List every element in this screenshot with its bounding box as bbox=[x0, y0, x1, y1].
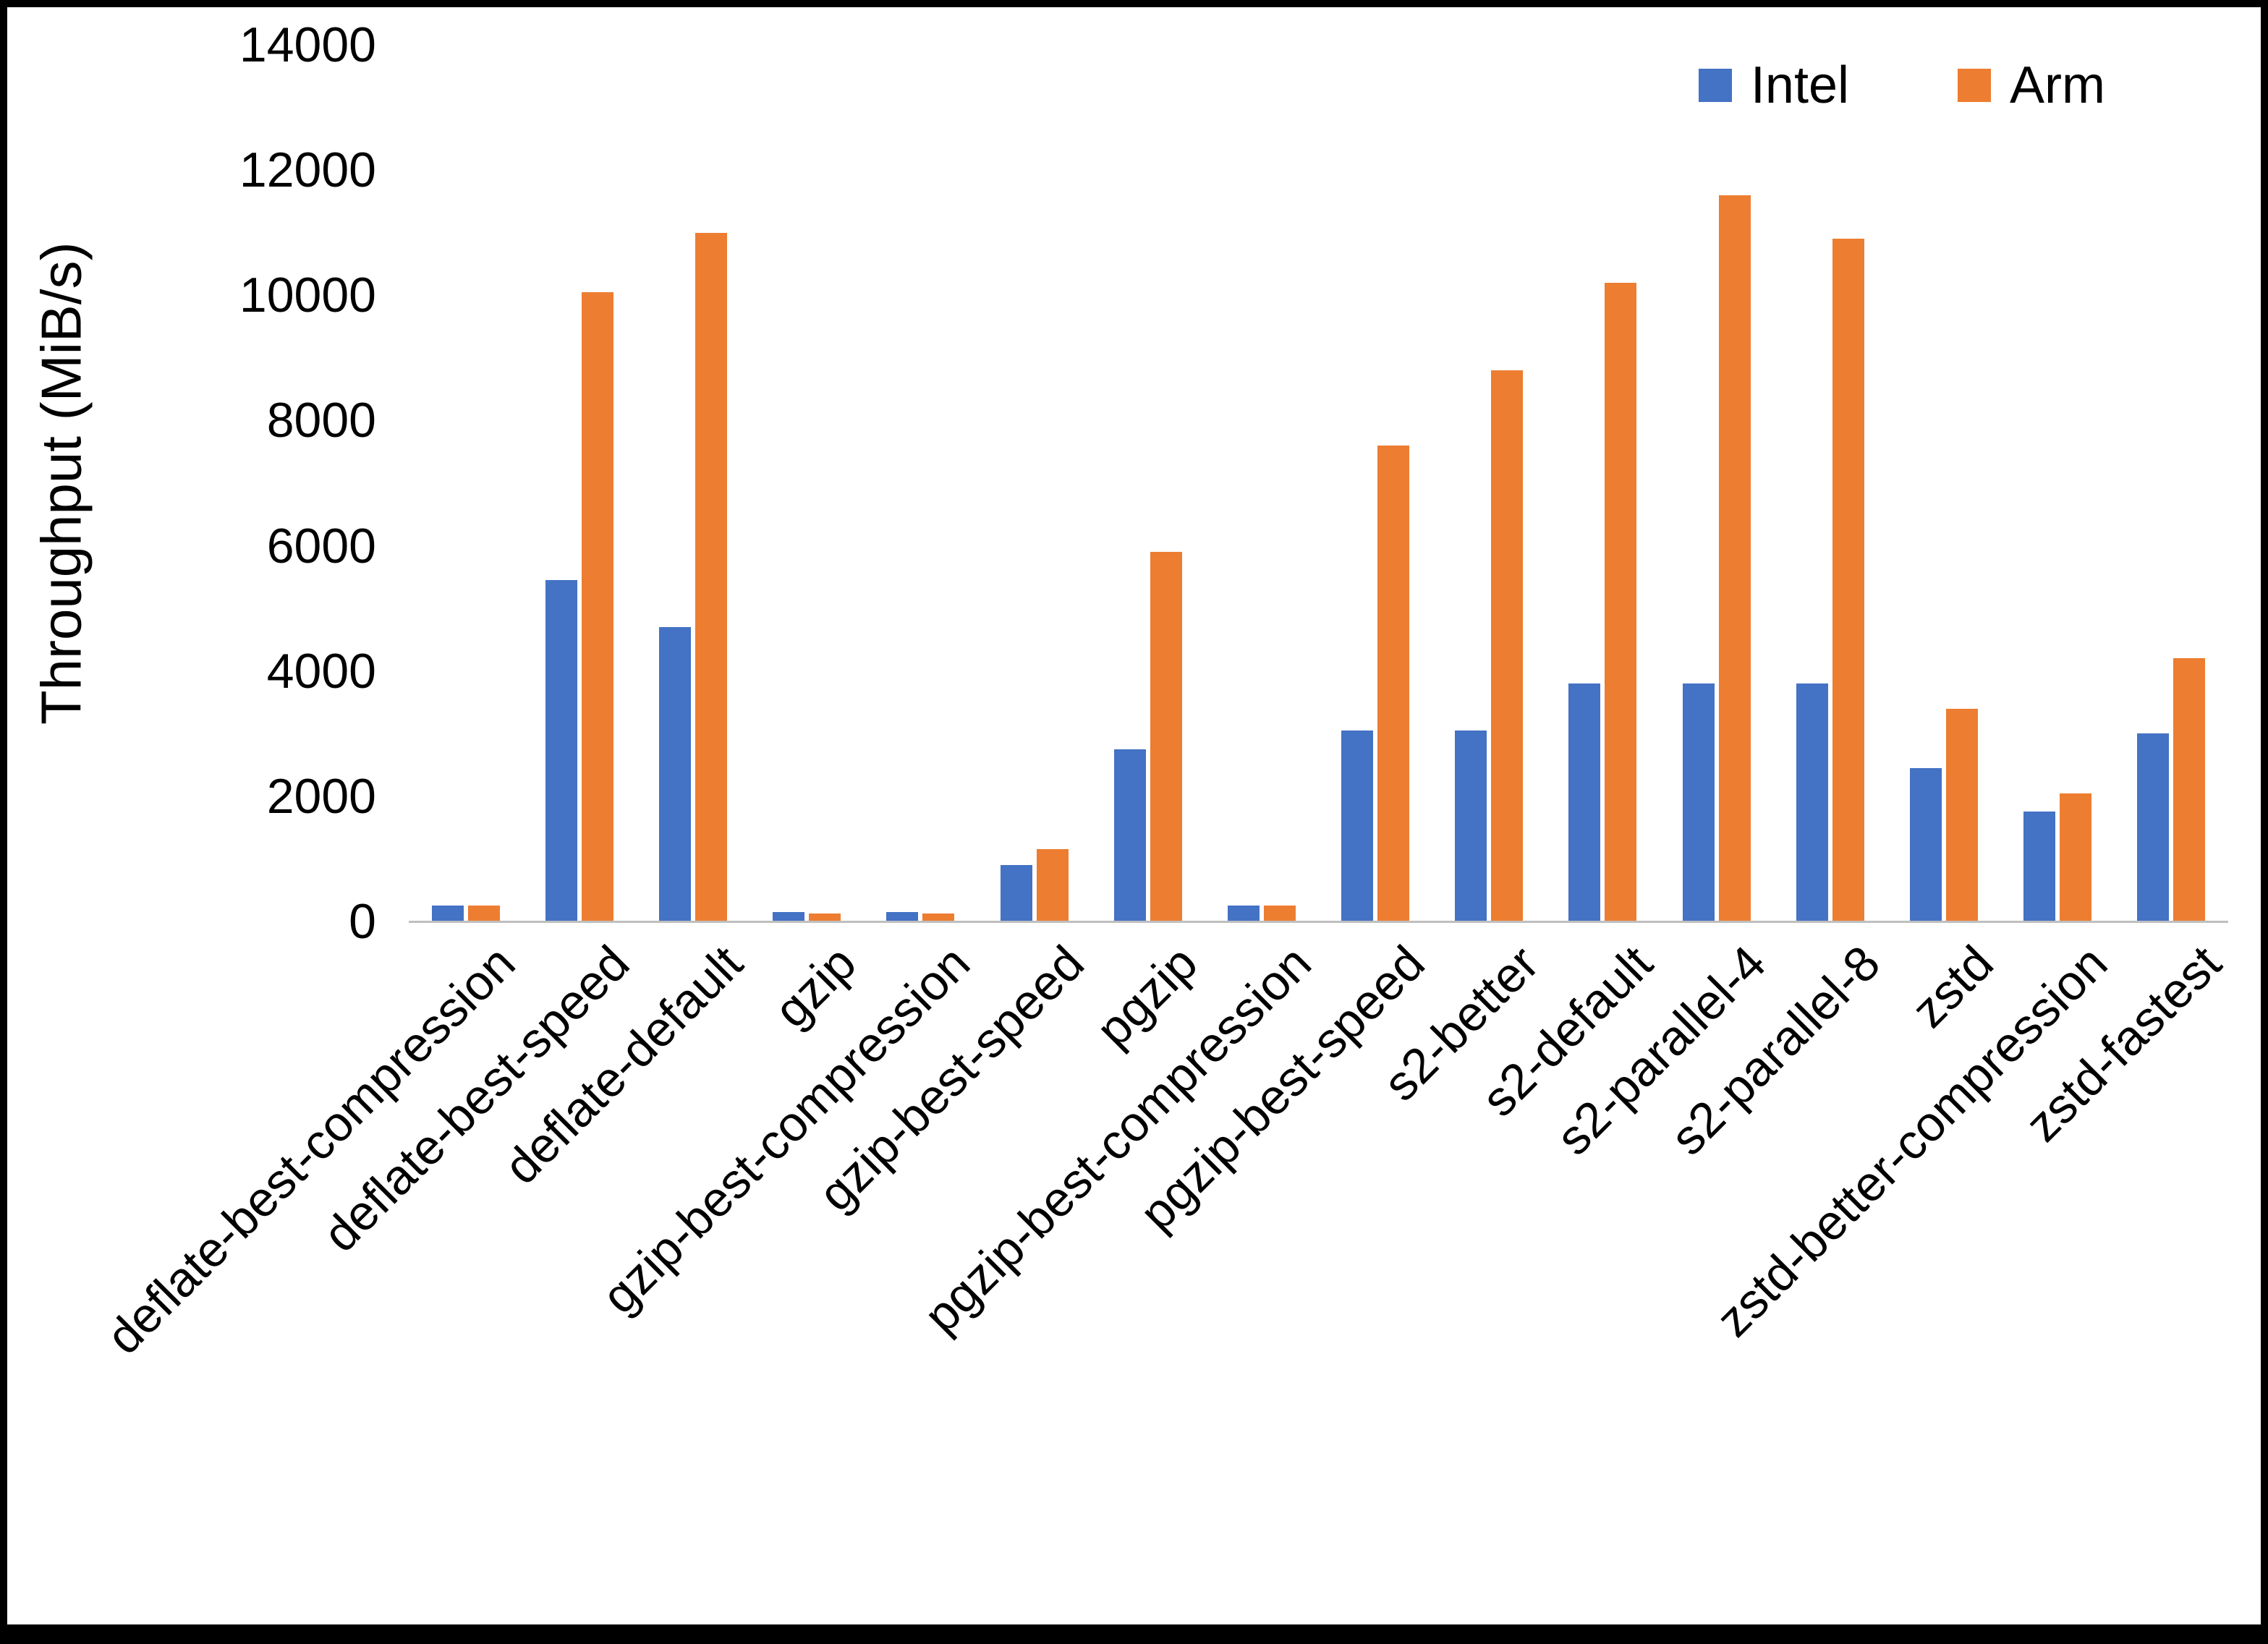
x-axis-line bbox=[409, 921, 2228, 923]
legend-label-arm: Arm bbox=[2010, 56, 2105, 114]
bar-group-zstd-better-compression bbox=[2001, 45, 2115, 921]
y-tick-label: 10000 bbox=[239, 268, 376, 323]
bar-arm-zstd bbox=[1946, 709, 1979, 921]
bar-intel-pgzip-best-speed bbox=[1341, 731, 1374, 921]
bar-intel-s2-parallel-8 bbox=[1796, 683, 1828, 921]
y-axis-tick-labels: 0 2000 4000 6000 8000 10000 12000 14000 bbox=[7, 20, 376, 946]
bar-group-gzip-best-compression bbox=[864, 45, 977, 921]
bar-group-s2-parallel-8 bbox=[1773, 45, 1887, 921]
bar-arm-s2-default bbox=[1605, 283, 1637, 921]
chart-frame: Throughput (MiB/s) 0 2000 4000 6000 8000 1000… bbox=[7, 7, 2261, 1624]
bar-group-gzip bbox=[750, 45, 864, 921]
y-tick-label: 2000 bbox=[266, 768, 376, 824]
bar-group-s2-parallel-4 bbox=[1660, 45, 1773, 921]
bar-group-s2-better bbox=[1432, 45, 1546, 921]
plot-area: Intel Arm bbox=[409, 45, 2228, 923]
bar-group-deflate-best-speed bbox=[522, 45, 636, 921]
legend-item-intel: Intel bbox=[1698, 56, 1850, 114]
bar-intel-s2-parallel-4 bbox=[1682, 683, 1715, 921]
bar-intel-zstd-better-compression bbox=[2023, 812, 2056, 921]
bar-arm-deflate-best-compression bbox=[467, 906, 500, 921]
bar-intel-deflate-best-compression bbox=[431, 906, 464, 921]
bar-intel-gzip-best-compression bbox=[886, 912, 919, 921]
bar-arm-pgzip-best-compression bbox=[1263, 906, 1296, 921]
x-axis-label-zstd: zstd bbox=[1901, 935, 2005, 1039]
legend: Intel Arm bbox=[1698, 56, 2105, 114]
bar-intel-zstd-fastest bbox=[2137, 733, 2170, 921]
bar-group-pgzip bbox=[1091, 45, 1205, 921]
bar-intel-zstd bbox=[1910, 768, 1942, 921]
y-tick-label: 12000 bbox=[239, 142, 376, 198]
bar-group-pgzip-best-speed bbox=[1319, 45, 1432, 921]
y-tick-label: 6000 bbox=[266, 518, 376, 574]
x-axis-labels: deflate-best-compression deflate-best-spe… bbox=[96, 935, 2231, 1616]
bar-arm-gzip-best-compression bbox=[922, 913, 955, 921]
bar-group-deflate-default bbox=[636, 45, 749, 921]
bar-arm-s2-better bbox=[1491, 370, 1524, 921]
bar-arm-s2-parallel-8 bbox=[1832, 239, 1864, 921]
bar-group-gzip-best-speed bbox=[977, 45, 1091, 921]
bar-intel-gzip-best-speed bbox=[1000, 865, 1032, 921]
bar-intel-s2-default bbox=[1568, 683, 1601, 921]
bar-intel-gzip bbox=[773, 912, 805, 921]
bar-arm-deflate-best-speed bbox=[581, 292, 613, 921]
bar-group-deflate-best-compression bbox=[409, 45, 522, 921]
bar-arm-zstd-fastest bbox=[2173, 658, 2206, 921]
y-tick-label: 8000 bbox=[266, 393, 376, 448]
bar-arm-zstd-better-compression bbox=[2060, 793, 2092, 921]
bar-arm-gzip bbox=[809, 913, 841, 921]
bar-arm-s2-parallel-4 bbox=[1718, 195, 1751, 921]
bar-intel-pgzip-best-compression bbox=[1227, 906, 1260, 921]
legend-swatch-arm bbox=[1958, 69, 1992, 102]
bar-arm-pgzip-best-speed bbox=[1377, 446, 1410, 921]
legend-swatch-intel bbox=[1698, 69, 1732, 102]
y-tick-label: 4000 bbox=[266, 643, 376, 699]
bar-arm-pgzip bbox=[1150, 552, 1182, 921]
legend-item-arm: Arm bbox=[1958, 59, 2105, 111]
legend-label-intel: Intel bbox=[1750, 56, 1850, 114]
bar-intel-pgzip bbox=[1113, 749, 1146, 921]
bar-group-zstd-fastest bbox=[2115, 45, 2228, 921]
x-axis-label-gzip: gzip bbox=[764, 935, 867, 1039]
bar-group-pgzip-best-compression bbox=[1205, 45, 1318, 921]
bar-intel-deflate-default bbox=[658, 627, 691, 921]
bar-intel-s2-better bbox=[1455, 731, 1487, 921]
bars-container bbox=[409, 45, 2228, 921]
y-tick-label: 0 bbox=[349, 894, 376, 949]
bar-arm-deflate-default bbox=[695, 233, 727, 921]
bar-group-s2-default bbox=[1546, 45, 1660, 921]
y-tick-label: 14000 bbox=[239, 17, 376, 72]
bar-arm-gzip-best-speed bbox=[1036, 849, 1069, 921]
bar-group-zstd bbox=[1887, 45, 2000, 921]
bar-intel-deflate-best-speed bbox=[545, 580, 577, 921]
